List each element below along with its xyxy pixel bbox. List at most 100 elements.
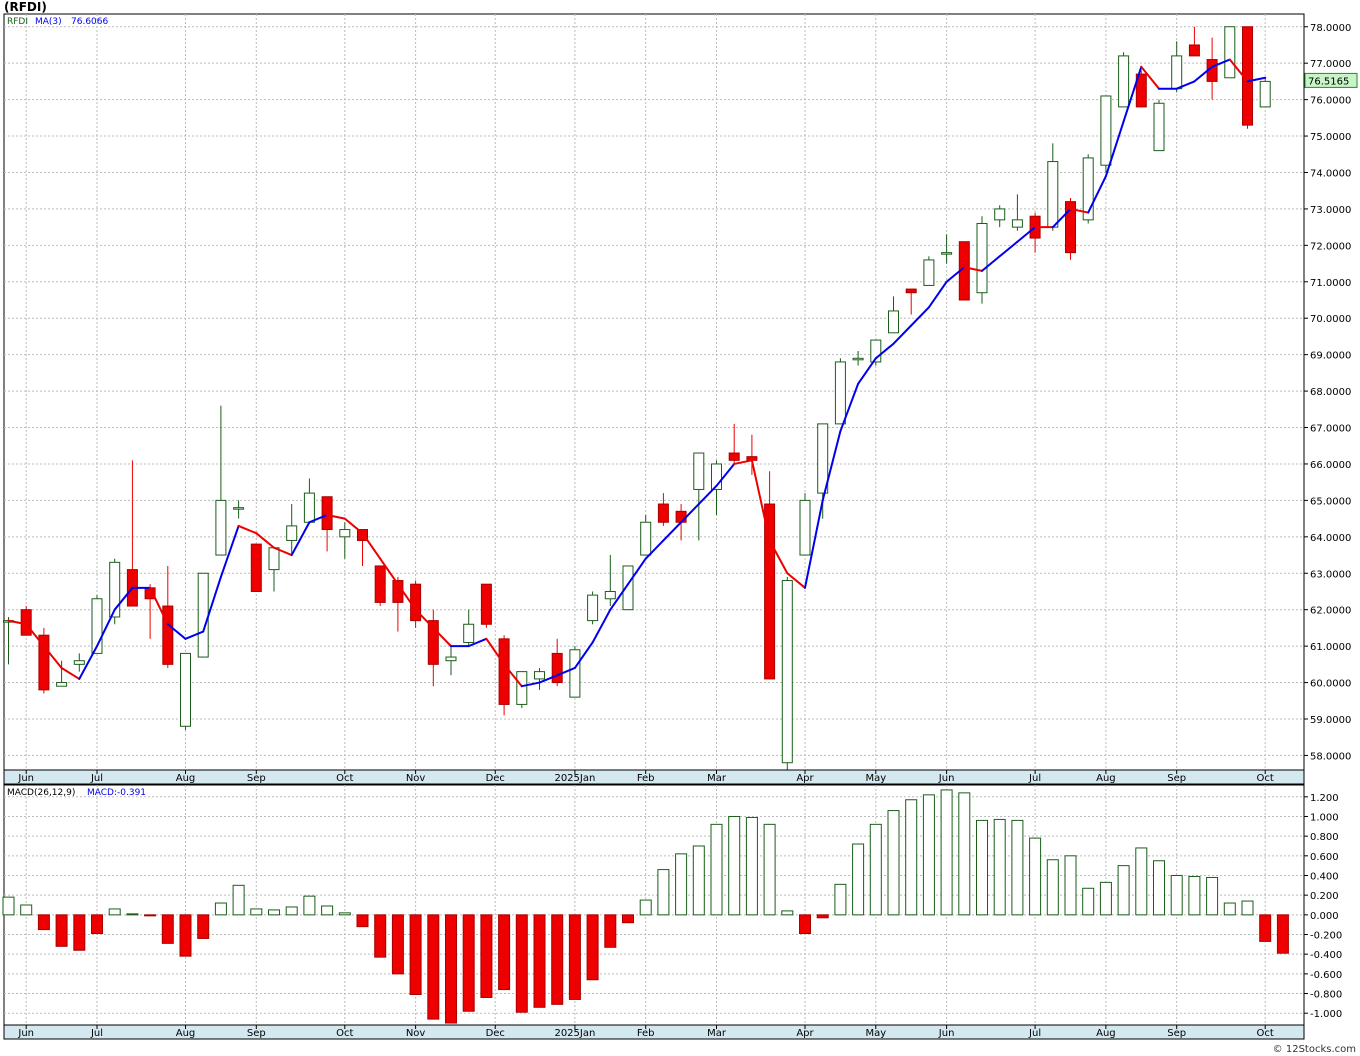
macd-bar-positive — [232, 884, 245, 916]
macd-bar-positive — [976, 819, 988, 916]
macd-bar-positive — [214, 902, 227, 916]
price-y-tick-label: 65.0000 — [1310, 496, 1351, 507]
price-y-tick-label: 66.0000 — [1310, 460, 1351, 471]
price-x-month-label: Feb — [637, 773, 655, 784]
ma3-segment — [768, 539, 789, 575]
macd-bar-positive — [321, 905, 334, 916]
macd-bar-negative — [622, 914, 634, 924]
macd-bar-positive — [1099, 881, 1112, 916]
macd-x-month-label: Oct — [1257, 1028, 1274, 1039]
candle-body-up — [445, 656, 457, 662]
macd-x-month-label: Sep — [247, 1028, 266, 1039]
ma3-segment — [60, 666, 81, 680]
macd-x-month-label: Aug — [176, 1028, 196, 1039]
macd-bar-positive — [1082, 887, 1095, 916]
price-x-month-label: Jul — [1028, 773, 1041, 784]
chart-title: (RFDI) — [4, 0, 47, 14]
ma3-segment — [821, 430, 842, 502]
ma3-segment — [1104, 120, 1125, 178]
ma3-segment — [78, 645, 98, 680]
ma3-segment — [556, 666, 576, 677]
macd-bar-negative — [73, 914, 86, 951]
macd-bar-positive — [887, 810, 900, 916]
macd-bar-positive — [958, 792, 971, 916]
macd-bar-negative — [480, 914, 493, 998]
candle-body-up — [834, 361, 846, 425]
candle-body-down — [905, 288, 917, 294]
price-x-month-label: Nov — [406, 773, 426, 784]
macd-y-tick-label: -0.800 — [1310, 990, 1342, 1001]
price-candle — [339, 522, 351, 559]
macd-bar-negative — [179, 914, 192, 957]
price-x-month-label: May — [865, 773, 886, 784]
price-y-axis: 78.0000 77.0000 76.0000 75.0000 74.0000 73.00… — [1304, 23, 1351, 762]
price-candle — [693, 452, 705, 541]
candle-body-up — [286, 525, 298, 541]
candle-body-up — [180, 652, 191, 727]
legend-ma-value: 76.6066 — [71, 17, 108, 27]
price-x-month-label: Jun — [938, 773, 955, 784]
macd-bar-positive — [745, 816, 758, 916]
price-y-tick-label: 71.0000 — [1310, 278, 1351, 289]
price-y-tick-label: 63.0000 — [1310, 569, 1351, 580]
macd-bar-negative — [533, 914, 546, 1008]
candle-body-up — [994, 208, 1006, 221]
price-candle — [923, 256, 935, 286]
ma3-segment — [786, 572, 806, 589]
macd-bar-negative — [1259, 914, 1272, 942]
macd-bar-positive — [1188, 875, 1201, 916]
macd-y-tick-label: 0.800 — [1310, 832, 1339, 843]
price-candle — [852, 351, 864, 366]
macd-bar-negative — [515, 914, 528, 1013]
price-y-tick-label: 68.0000 — [1310, 387, 1351, 398]
price-x-month-label: 2025Jan — [554, 773, 595, 784]
ma3-segment — [96, 608, 116, 648]
price-y-tick-label: 60.0000 — [1310, 679, 1351, 690]
price-y-tick-label: 70.0000 — [1310, 314, 1351, 325]
price-candle — [941, 234, 953, 264]
ma3-segment — [750, 459, 771, 542]
candle-body-down — [427, 620, 439, 665]
macd-y-axis: 1.200 1.000 0.800 0.600 0.400 0.200 0.000 -0.20… — [1304, 793, 1342, 1020]
price-y-tick-label: 76.0000 — [1310, 96, 1351, 107]
macd-bar-positive — [268, 909, 280, 916]
macd-bar-negative — [391, 914, 404, 975]
ma3-segment — [202, 575, 222, 633]
macd-bar-positive — [1241, 900, 1254, 916]
macd-bar-negative — [604, 914, 617, 948]
candle-body-up — [233, 507, 245, 510]
price-x-month-label: Mar — [707, 773, 727, 784]
macd-bar-positive — [922, 794, 935, 916]
ma3-segment — [697, 484, 718, 506]
ma3-segment — [998, 240, 1019, 258]
price-candle — [180, 652, 191, 730]
candle-body-up — [197, 572, 209, 658]
ma3-segment — [184, 630, 205, 640]
macd-bar-positive — [869, 823, 882, 916]
ma3-segment — [1193, 65, 1214, 83]
macd-bar-positive — [834, 883, 847, 916]
macd-bar-negative — [586, 914, 599, 981]
ma3-segment — [1069, 207, 1090, 214]
candle-body-up — [268, 547, 280, 571]
price-candle — [764, 471, 776, 680]
ma3-segment — [255, 532, 275, 549]
ma3-segment — [573, 641, 594, 669]
macd-bar-positive — [1029, 837, 1042, 916]
price-y-tick-label: 59.0000 — [1310, 715, 1351, 726]
ma3-line — [7, 58, 1267, 688]
candle-body-down — [321, 496, 333, 531]
price-y-tick-label: 62.0000 — [1310, 606, 1351, 617]
ma3-segment — [1016, 226, 1037, 243]
macd-bar-positive — [1064, 855, 1077, 916]
candle-body-up — [569, 649, 581, 698]
macd-bar-negative — [37, 914, 50, 931]
macd-x-month-label: Jun — [17, 1028, 34, 1039]
last-price-label: 76.5165 — [1308, 76, 1349, 87]
candle-body-up — [888, 310, 899, 334]
price-candle — [976, 216, 988, 304]
macd-bar-negative — [91, 914, 103, 935]
ma3-segment — [361, 532, 382, 560]
price-x-month-label: Jun — [17, 773, 34, 784]
macd-y-tick-label: 0.400 — [1310, 871, 1339, 882]
